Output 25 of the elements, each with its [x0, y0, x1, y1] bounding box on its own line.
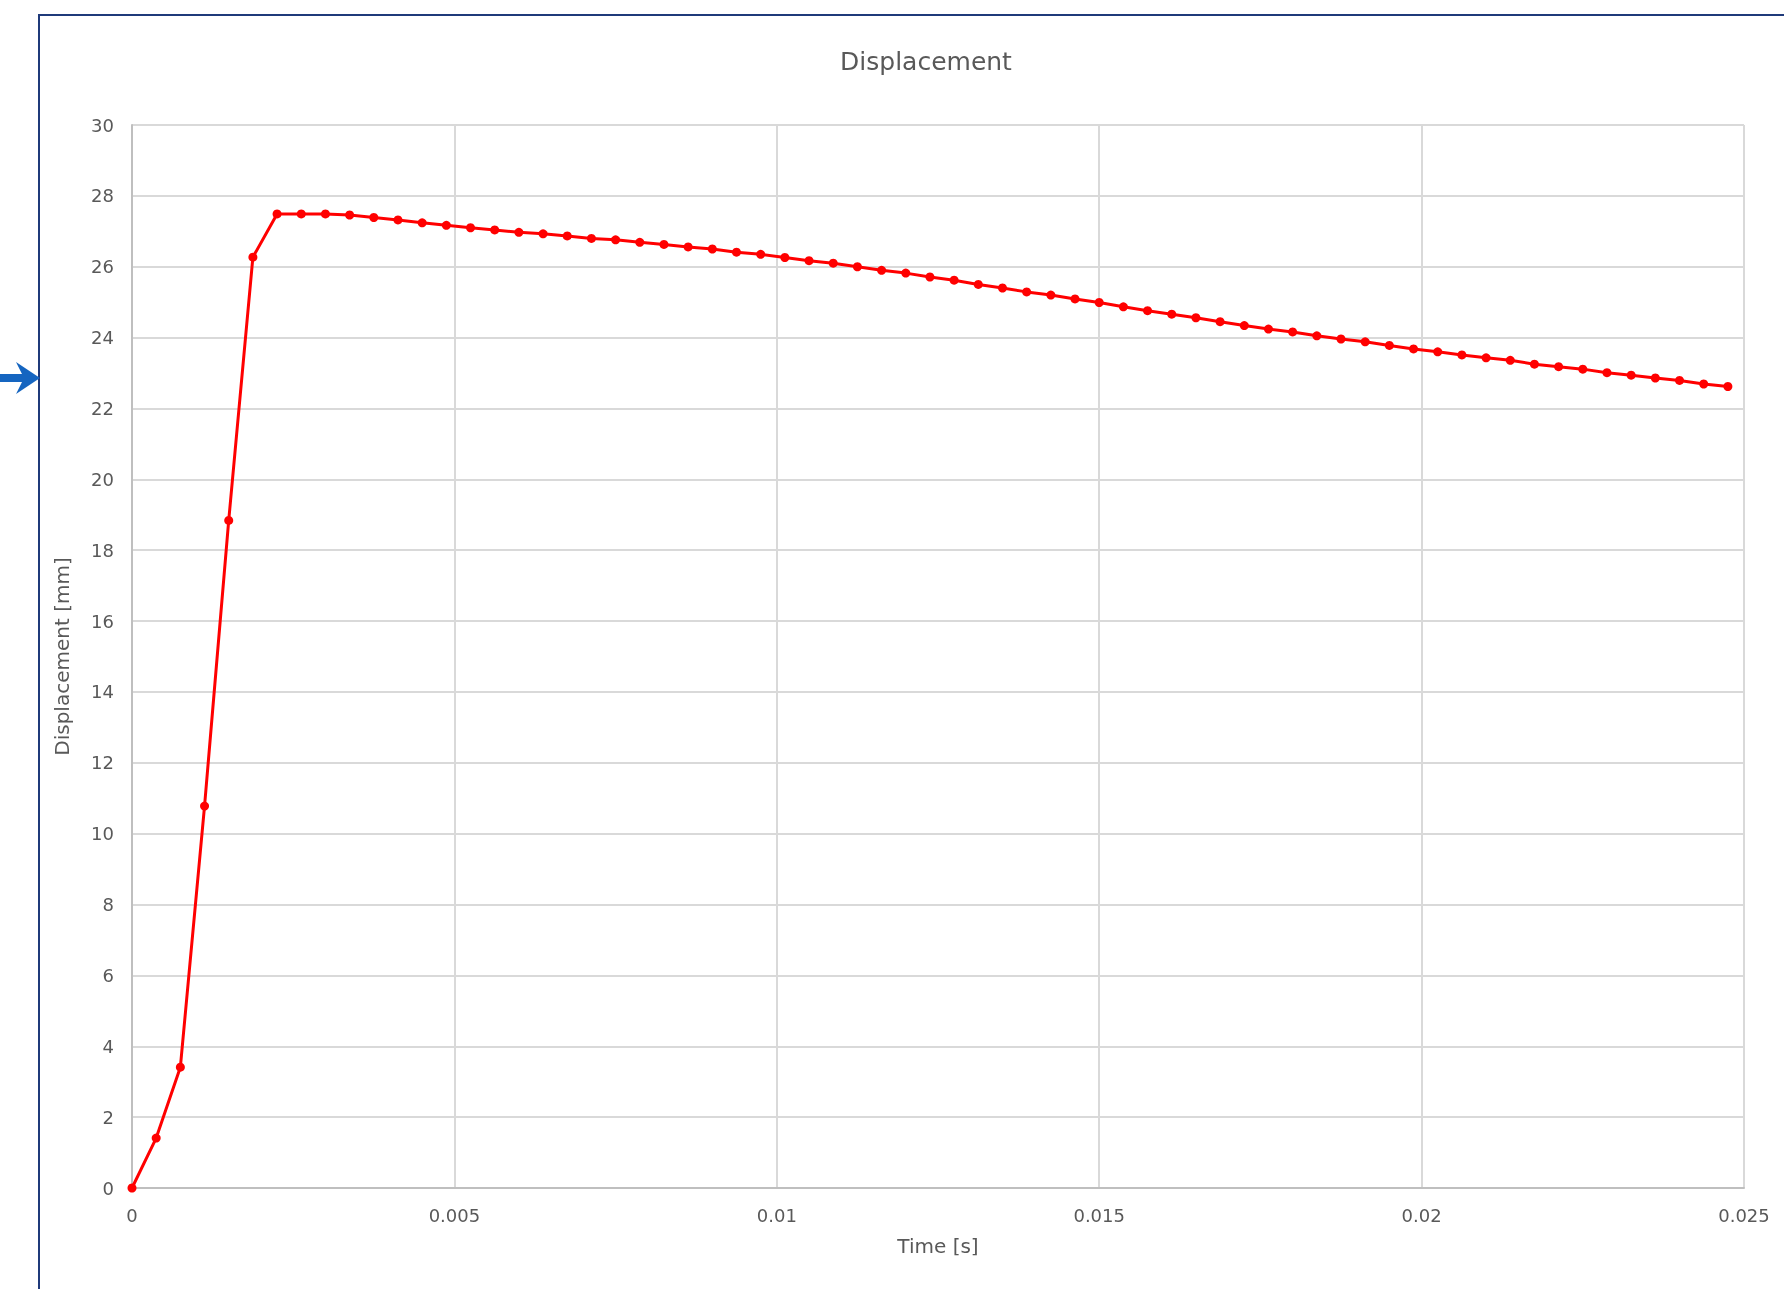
x-axis-title: Time [s] — [896, 1234, 979, 1258]
x-tick-label: 0.005 — [428, 1204, 481, 1226]
y-tick-label: 14 — [91, 681, 114, 703]
y-tick-label: 18 — [91, 539, 114, 561]
x-tick-label: 0.01 — [756, 1204, 797, 1226]
y-tick-label: 26 — [91, 256, 114, 278]
x-tick-label: 0.015 — [1073, 1204, 1125, 1226]
y-tick-label: 6 — [102, 964, 114, 986]
y-tick-label: 12 — [91, 752, 114, 774]
y-tick-label: 8 — [102, 894, 114, 916]
y-axis-title: Displacement [mm] — [50, 557, 74, 756]
x-tick-label: 0.025 — [1718, 1204, 1770, 1226]
y-tick-label: 10 — [91, 823, 114, 845]
chart-title: Displacement — [840, 47, 1013, 76]
y-tick-label: 2 — [102, 1106, 114, 1128]
x-tick-label: 0.02 — [1401, 1204, 1442, 1226]
y-tick-label: 28 — [91, 185, 114, 207]
y-tick-label: 0 — [102, 1177, 114, 1199]
y-tick-label: 22 — [91, 397, 114, 419]
y-tick-label: 16 — [91, 610, 114, 632]
y-tick-label: 30 — [91, 114, 114, 136]
x-tick-label: 0 — [126, 1204, 138, 1226]
y-tick-label: 20 — [91, 468, 114, 490]
y-tick-label: 4 — [102, 1035, 114, 1057]
y-tick-label: 24 — [91, 327, 114, 349]
